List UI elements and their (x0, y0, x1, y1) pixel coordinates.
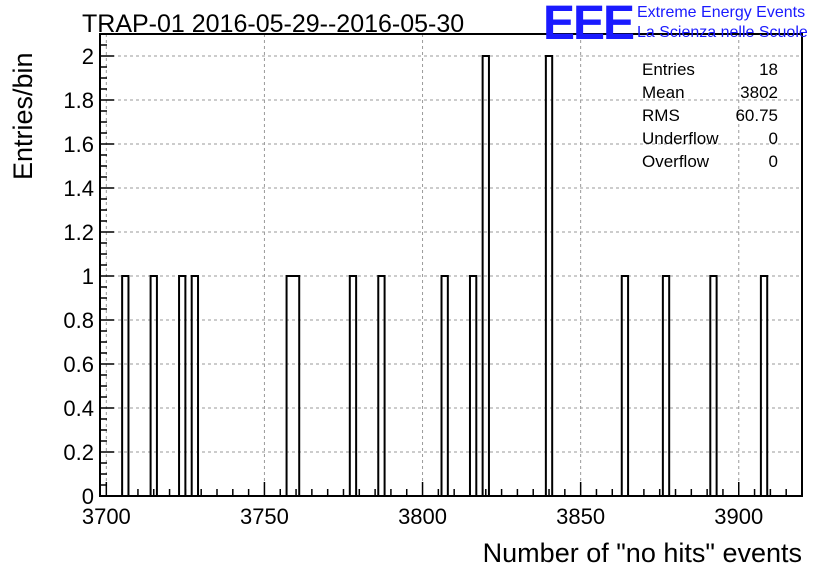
x-tick-label: 3900 (714, 504, 763, 529)
grid (100, 34, 802, 496)
y-tick-label: 0.8 (63, 308, 94, 333)
eee-logo: EEE (543, 0, 635, 50)
histogram-bin-12 (661, 275, 671, 497)
x-tick-label: 3750 (240, 504, 289, 529)
y-tick-label: 1.4 (63, 176, 94, 201)
histogram-bin-0 (121, 275, 130, 497)
histogram-bin-10 (544, 55, 554, 497)
y-tick-label: 0.6 (63, 352, 94, 377)
stat-label-rms: RMS (642, 106, 680, 125)
y-tick-label: 1.6 (63, 132, 94, 157)
stat-value-underflow: 0 (768, 129, 778, 148)
x-tick-label: 3700 (82, 504, 131, 529)
histogram-bin-3 (190, 275, 200, 497)
histogram-bin-2 (178, 275, 187, 497)
histogram-bin-11 (620, 275, 630, 497)
histogram-bin-14 (759, 275, 769, 497)
y-tick-label: 1.2 (63, 220, 94, 245)
y-axis-label: Entries/bin (8, 52, 38, 180)
stat-value-entries: 18 (759, 60, 778, 79)
y-tick-label: 2 (82, 44, 94, 69)
stat-label-entries: Entries (642, 60, 695, 79)
histogram-bin-7 (440, 275, 449, 497)
histogram-bin-4 (285, 275, 301, 497)
stat-label-underflow: Underflow (642, 129, 719, 148)
logo-line-2: La Scienza nelle Scuole (637, 24, 808, 41)
x-tick-label: 3850 (556, 504, 605, 529)
histogram-bin-8 (468, 275, 478, 497)
axis-tick-labels: 3700 3750 3800 3850 3900 0 0.2 0.4 0.6 0.8 1 1.2 1.4… (63, 44, 763, 529)
chart-title: TRAP-01 2016-05-29--2016-05-30 (82, 10, 465, 38)
histogram-bin-6 (377, 275, 386, 497)
y-tick-label: 0 (82, 484, 94, 509)
axis-ticks (100, 33, 803, 497)
histogram-bin-13 (709, 275, 718, 497)
logo-line-1: Extreme Energy Events (637, 4, 806, 21)
y-tick-label: 1 (82, 264, 94, 289)
histogram-bin-1 (149, 275, 158, 497)
x-tick-label: 3800 (398, 504, 447, 529)
stat-value-overflow: 0 (768, 152, 778, 171)
stat-label-overflow: Overflow (642, 152, 710, 171)
x-axis-label: Number of "no hits" events (482, 538, 802, 568)
stat-value-rms: 60.75 (735, 106, 778, 125)
histogram-bin-5 (348, 275, 358, 497)
y-tick-label: 1.8 (63, 88, 94, 113)
y-tick-label: 0.2 (63, 440, 94, 465)
y-tick-label: 0.4 (63, 396, 94, 421)
plot-frame (99, 33, 803, 497)
stat-label-mean: Mean (642, 83, 685, 102)
stat-value-mean: 3802 (740, 83, 778, 102)
